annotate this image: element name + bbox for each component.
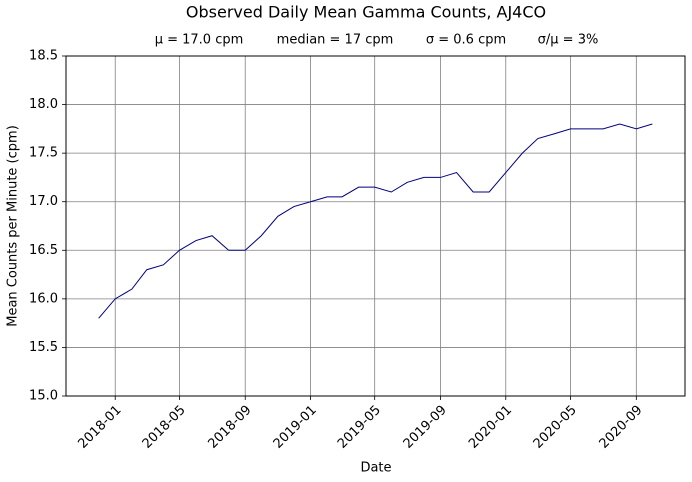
y-axis-label: Mean Counts per Minute (cpm): [6, 125, 21, 327]
y-tick-label: 18.5: [29, 49, 58, 64]
chart-subtitle: median = 17 cpm: [277, 33, 394, 48]
x-tick-label: 2018-01: [76, 403, 125, 452]
chart-subtitle: μ = 17.0 cpm: [155, 33, 244, 48]
data-line: [98, 123, 653, 319]
plot-frame: [65, 55, 686, 397]
x-tick-label: 2020-05: [531, 403, 580, 452]
x-tick-label: 2018-09: [206, 403, 255, 452]
chart-title: Observed Daily Mean Gamma Counts, AJ4CO: [186, 3, 546, 22]
x-tick-label: 2020-01: [466, 403, 515, 452]
chart-subtitle: σ = 0.6 cpm: [426, 33, 506, 48]
y-tick-label: 18.0: [29, 97, 58, 112]
x-tick-label: 2019-01: [271, 403, 320, 452]
y-tick-label: 17.5: [29, 146, 58, 161]
x-tick-label: 2020-09: [597, 403, 646, 452]
x-axis-label: Date: [360, 461, 391, 476]
y-tick-label: 15.5: [29, 340, 58, 355]
y-tick-label: 15.0: [29, 389, 58, 404]
y-tick-label: 17.0: [29, 194, 58, 209]
y-tick-label: 16.5: [29, 243, 58, 258]
chart-subtitle: σ/μ = 3%: [538, 33, 599, 48]
x-tick-label: 2019-09: [401, 403, 450, 452]
x-tick-label: 2018-05: [140, 403, 189, 452]
y-tick-label: 16.0: [29, 291, 58, 306]
x-tick-label: 2019-05: [335, 403, 384, 452]
